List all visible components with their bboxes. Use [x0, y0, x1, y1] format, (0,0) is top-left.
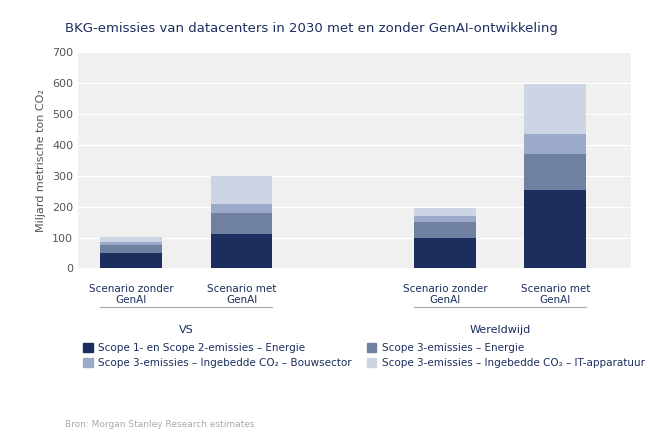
Bar [211, 176, 272, 204]
Bar [100, 245, 162, 253]
Bar [414, 222, 476, 238]
Bar [211, 204, 272, 213]
Bar [414, 238, 476, 268]
Text: Scenario met
GenAI: Scenario met GenAI [521, 284, 590, 305]
Text: Scenario zonder
GenAI: Scenario zonder GenAI [89, 284, 174, 305]
Bar [414, 208, 476, 216]
Bar [414, 216, 476, 222]
Bar [525, 190, 586, 268]
Bar [100, 253, 162, 268]
Text: Scenario met
GenAI: Scenario met GenAI [207, 284, 276, 305]
Text: Scenario zonder
GenAI: Scenario zonder GenAI [402, 284, 487, 305]
Legend: Scope 1- en Scope 2-emissies – Energie, Scope 3-emissies – Ingebedde CO₂ – Bouws: Scope 1- en Scope 2-emissies – Energie, … [83, 343, 645, 368]
Bar [211, 213, 272, 234]
Bar [100, 237, 162, 242]
Bar [525, 84, 586, 134]
Text: VS: VS [179, 325, 194, 335]
Bar [211, 234, 272, 268]
Bar [525, 134, 586, 154]
Text: BKG-emissies van datacenters in 2030 met en zonder GenAI-ontwikkeling: BKG-emissies van datacenters in 2030 met… [65, 22, 558, 35]
Y-axis label: Miljard metrische ton CO₂: Miljard metrische ton CO₂ [36, 89, 46, 232]
Bar [100, 242, 162, 245]
Text: Wereldwijd: Wereldwijd [469, 325, 531, 335]
Bar [525, 154, 586, 190]
Text: Bron: Morgan Stanley Research estimates: Bron: Morgan Stanley Research estimates [65, 420, 255, 429]
